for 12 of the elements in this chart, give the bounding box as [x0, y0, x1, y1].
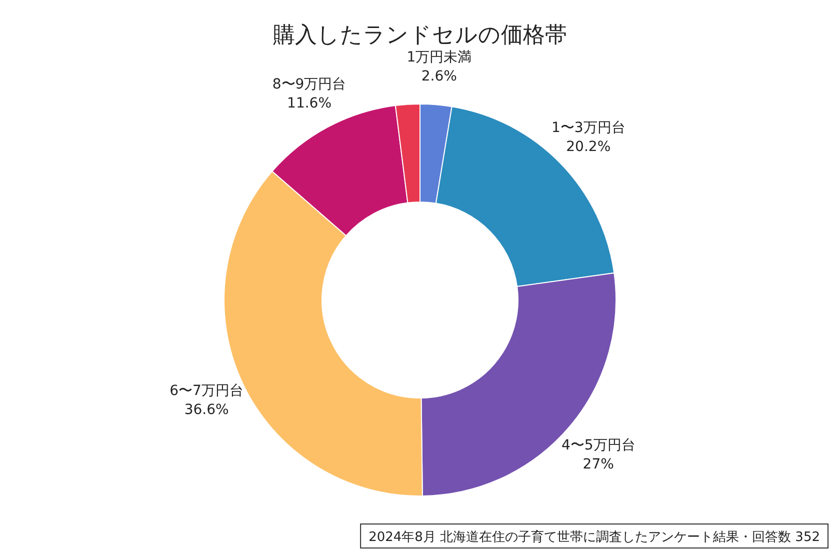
slice-label: 1万円未満 [406, 50, 472, 66]
slice-label: 8〜9万円台 [272, 76, 346, 92]
data-label: 36.6% [184, 402, 229, 418]
text: 2024年8月 北海道在住の子育て世帯に調査したアンケート結果・回答数 352 [368, 529, 820, 545]
data-label: 11.6% [287, 95, 332, 112]
data-label: 2.6% [421, 68, 457, 85]
slice-label: 4〜5万円台 [561, 437, 636, 454]
slice-label: 6〜7万円台 [170, 382, 244, 399]
slice-label: 1〜3万円台 [551, 120, 626, 136]
data-label: 27% [582, 456, 614, 472]
data-label: 20.2% [566, 138, 611, 155]
chart-title: 購入したランドセルの価格帯 [273, 23, 567, 48]
